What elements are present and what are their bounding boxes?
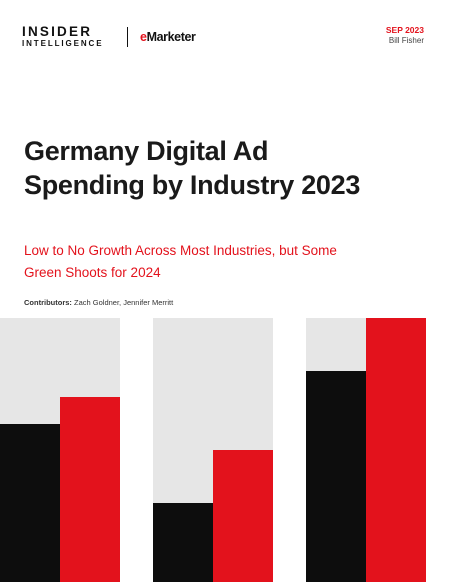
insider-intelligence-logo: INSIDER INTELLIGENCE bbox=[22, 25, 118, 50]
bar-group-3-red bbox=[366, 318, 426, 582]
emarketer-logo: eMarketer bbox=[140, 30, 196, 44]
bar-group-1-black bbox=[0, 424, 60, 582]
report-author: Bill Fisher bbox=[388, 36, 424, 45]
bar-group-1-red bbox=[60, 397, 120, 582]
contributors: Contributors: Zach Goldner, Jennifer Mer… bbox=[24, 298, 173, 307]
contributors-names: Zach Goldner, Jennifer Merritt bbox=[74, 298, 174, 307]
subtitle-line-1: Low to No Growth Across Most Industries,… bbox=[24, 243, 337, 258]
logo-intelligence-text: INTELLIGENCE bbox=[22, 39, 104, 48]
bar-group-3-black bbox=[306, 371, 366, 582]
decorative-bar-graphic bbox=[0, 318, 450, 582]
contributors-label: Contributors: bbox=[24, 298, 72, 307]
subtitle-line-2: Green Shoots for 2024 bbox=[24, 265, 161, 280]
logo-divider bbox=[127, 27, 128, 47]
bar-group-2-black bbox=[153, 503, 213, 582]
bar-group-2-red bbox=[213, 450, 273, 582]
emarketer-e: e bbox=[140, 30, 147, 44]
report-subtitle: Low to No Growth Across Most Industries,… bbox=[24, 240, 414, 284]
logo-insider-text: INSIDER bbox=[22, 24, 93, 39]
title-line-2: Spending by Industry 2023 bbox=[24, 170, 361, 200]
report-title: Germany Digital Ad Spending by Industry … bbox=[24, 134, 434, 202]
emarketer-text: Marketer bbox=[146, 30, 196, 44]
title-line-1: Germany Digital Ad bbox=[24, 136, 269, 166]
report-date: SEP 2023 bbox=[385, 25, 424, 35]
